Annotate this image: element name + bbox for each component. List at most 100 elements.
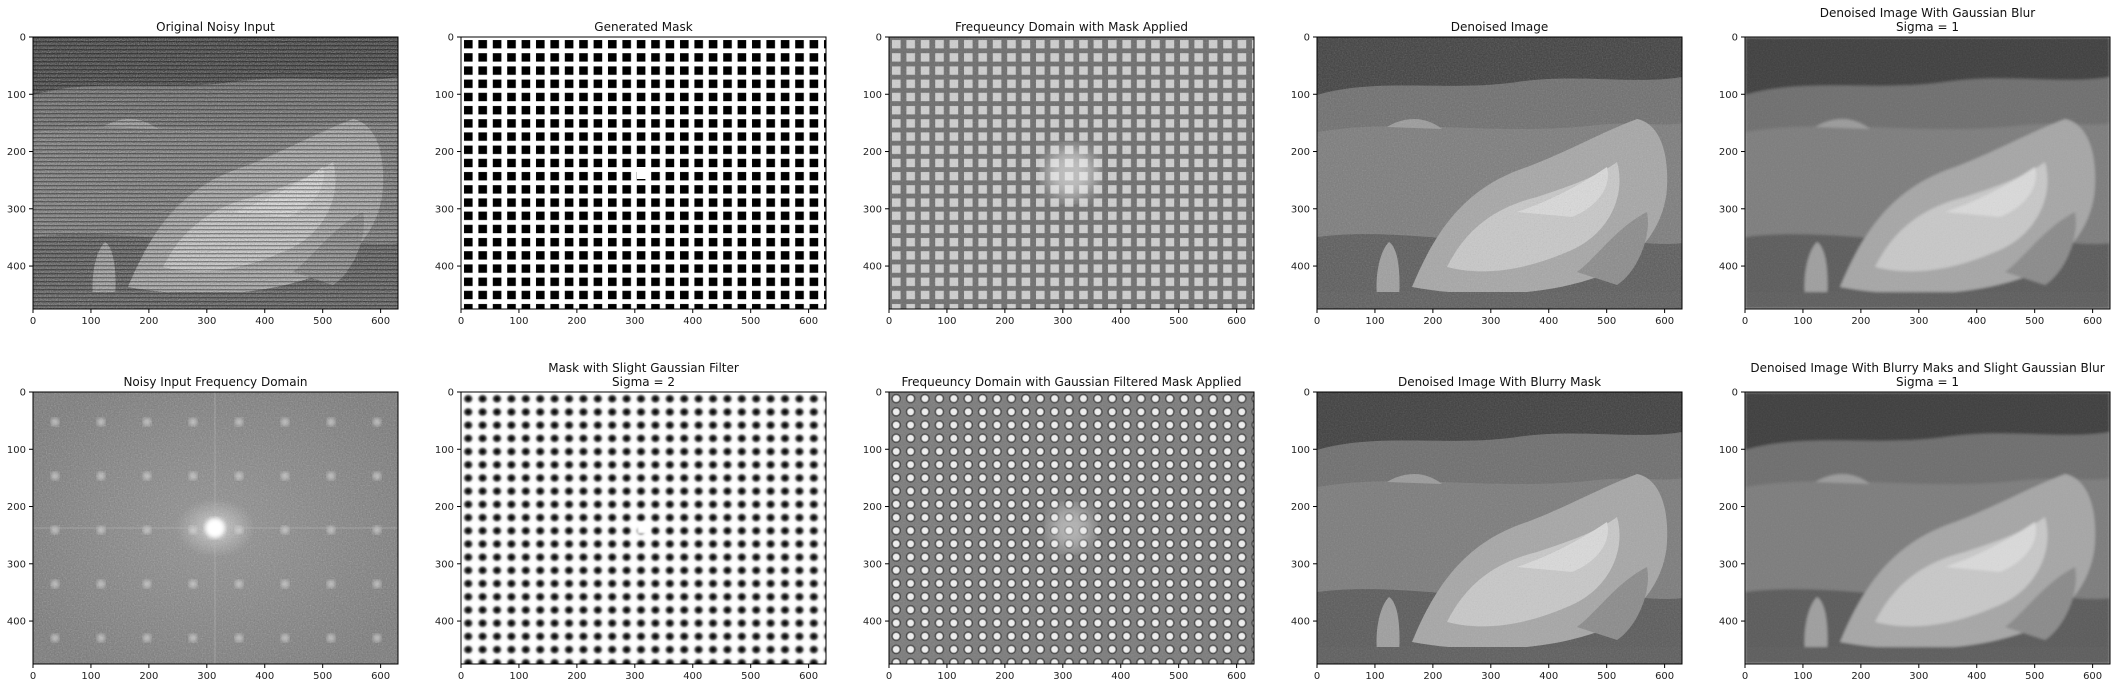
y-tick-label: 100 (435, 445, 454, 456)
y-tick-label: 400 (7, 262, 26, 273)
x-tick-label: 300 (625, 671, 644, 682)
x-tick-label: 500 (1597, 316, 1616, 327)
image-area (33, 392, 398, 664)
axes-frame (888, 36, 1255, 310)
x-tick-label: 300 (1053, 316, 1072, 327)
image-area (889, 392, 1254, 664)
axes-frame (1316, 391, 1683, 665)
y-tick-label: 0 (20, 388, 26, 399)
x-tick-label: 0 (458, 316, 464, 327)
y-tick-label: 200 (1719, 502, 1738, 513)
x-tick-label: 400 (683, 671, 702, 682)
axes-frame (888, 391, 1255, 665)
y-tick-label: 100 (1719, 445, 1738, 456)
y-tick-label: 0 (1732, 388, 1738, 399)
y-tick-label: 300 (435, 559, 454, 570)
x-tick-label: 100 (1793, 671, 1812, 682)
y-tick-label: 400 (863, 262, 882, 273)
x-tick-label: 500 (2025, 671, 2044, 682)
subplot-subtitle: Sigma = 1 (1896, 375, 1959, 389)
y-tick-label: 300 (1719, 204, 1738, 215)
subplot-title: Denoised Image (1451, 20, 1549, 34)
x-tick-label: 500 (1169, 671, 1188, 682)
axes-frame (460, 36, 827, 310)
y-tick-label: 300 (7, 204, 26, 215)
y-tick-label: 200 (435, 502, 454, 513)
y-tick-label: 200 (7, 502, 26, 513)
x-tick-label: 600 (1227, 316, 1246, 327)
subplot-9: 0 100 200 300 400 500 600 0 100 200 300 400 Denoised… (1291, 375, 1683, 682)
y-tick-label: 300 (435, 204, 454, 215)
x-tick-label: 600 (1655, 671, 1674, 682)
axes-frame (1744, 36, 2111, 310)
y-tick-label: 400 (1291, 617, 1310, 628)
subplot-title: Frequeuncy Domain with Gaussian Filtered… (901, 375, 1241, 389)
x-tick-label: 200 (567, 671, 586, 682)
x-tick-label: 200 (139, 316, 158, 327)
x-tick-label: 100 (937, 671, 956, 682)
x-tick-label: 100 (509, 316, 528, 327)
x-tick-label: 500 (313, 316, 332, 327)
y-tick-label: 200 (1719, 147, 1738, 158)
x-tick-label: 0 (1742, 671, 1748, 682)
y-tick-label: 300 (7, 559, 26, 570)
y-tick-label: 300 (863, 559, 882, 570)
x-tick-label: 100 (1365, 316, 1384, 327)
y-tick-label: 300 (1291, 204, 1310, 215)
x-tick-label: 200 (139, 671, 158, 682)
subplot-3: 0 100 200 300 400 500 600 0 100 200 300 400 Frequeun… (863, 20, 1255, 327)
x-tick-label: 200 (1851, 316, 1870, 327)
y-tick-label: 300 (1719, 559, 1738, 570)
subplot-title: Mask with Slight Gaussian Filter (548, 361, 739, 375)
subplot-subtitle: Sigma = 1 (1896, 20, 1959, 34)
x-tick-label: 100 (1793, 316, 1812, 327)
y-tick-label: 0 (876, 33, 882, 44)
y-tick-label: 400 (7, 617, 26, 628)
subplot-8: 0 100 200 300 400 500 600 0 100 200 300 400 Frequeun… (863, 375, 1255, 682)
x-tick-label: 600 (2083, 671, 2102, 682)
y-tick-label: 400 (863, 617, 882, 628)
subplot-title: Denoised Image With Gaussian Blur (1820, 6, 2035, 20)
x-tick-label: 500 (2025, 316, 2044, 327)
x-tick-label: 500 (741, 316, 760, 327)
x-tick-label: 300 (1909, 316, 1928, 327)
subplot-1: 0 100 200 300 400 500 600 0 100 200 300 400 Original… (7, 20, 399, 327)
x-tick-label: 300 (1909, 671, 1928, 682)
axes-frame (460, 391, 827, 665)
y-tick-label: 100 (863, 90, 882, 101)
y-tick-label: 0 (20, 33, 26, 44)
axes-frame (1316, 36, 1683, 310)
x-tick-label: 500 (741, 671, 760, 682)
x-tick-label: 0 (458, 671, 464, 682)
y-tick-label: 0 (1304, 388, 1310, 399)
x-tick-label: 0 (886, 316, 892, 327)
x-tick-label: 600 (2083, 316, 2102, 327)
axes-frame (1744, 391, 2111, 665)
y-tick-label: 0 (876, 388, 882, 399)
y-tick-label: 400 (435, 617, 454, 628)
x-tick-label: 100 (81, 316, 100, 327)
subplot-subtitle: Sigma = 2 (612, 375, 675, 389)
x-tick-label: 300 (625, 316, 644, 327)
subplot-2: 0 100 200 300 400 500 600 0 100 200 300 400 Generate… (435, 20, 827, 327)
y-tick-label: 200 (863, 147, 882, 158)
subplot-title: Denoised Image With Blurry Maks and Slig… (1750, 361, 2104, 375)
y-tick-label: 200 (1291, 147, 1310, 158)
y-tick-label: 100 (863, 445, 882, 456)
image-area (33, 37, 398, 309)
x-tick-label: 600 (371, 671, 390, 682)
x-tick-label: 600 (799, 316, 818, 327)
x-tick-label: 200 (1851, 671, 1870, 682)
axes-frame (32, 391, 399, 665)
x-tick-label: 400 (1967, 671, 1986, 682)
y-tick-label: 100 (1291, 445, 1310, 456)
y-tick-label: 100 (7, 445, 26, 456)
y-tick-label: 400 (1719, 617, 1738, 628)
subplot-title: Original Noisy Input (156, 20, 275, 34)
x-tick-label: 500 (313, 671, 332, 682)
y-tick-label: 100 (1719, 90, 1738, 101)
subplot-7: 0 100 200 300 400 500 600 0 100 200 300 400 Mask wit… (435, 361, 827, 682)
subplot-4: 0 100 200 300 400 500 600 0 100 200 300 400 Denoised… (1291, 20, 1683, 327)
image-area (461, 392, 826, 664)
